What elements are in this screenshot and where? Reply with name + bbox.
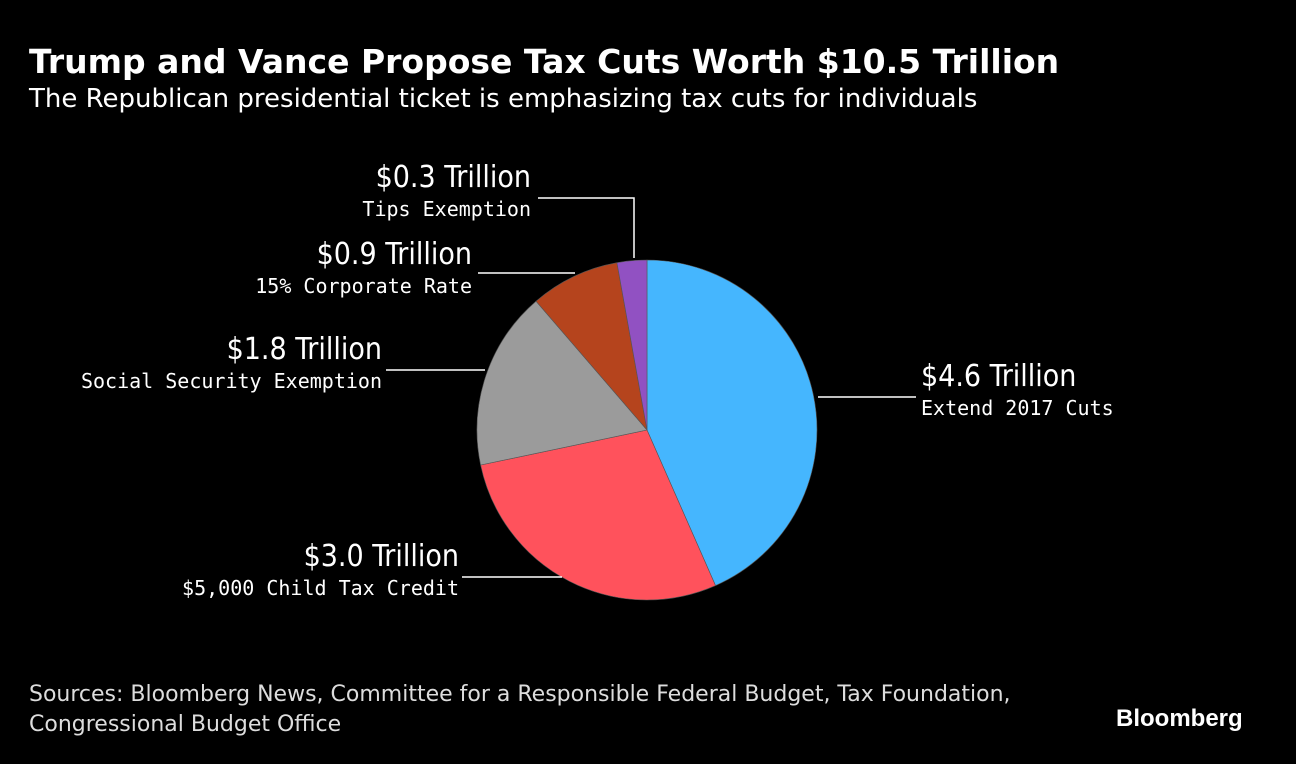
pie-slice-3 bbox=[535, 262, 648, 432]
slice-label-social-security: $1.8 Trillion Social Security Exemption bbox=[81, 332, 382, 393]
slice-label-2017-cuts: $4.6 Trillion Extend 2017 Cuts bbox=[921, 359, 1114, 420]
value-label: $0.9 Trillion bbox=[316, 237, 472, 272]
category-label: Social Security Exemption bbox=[80, 369, 382, 393]
value-label: $3.0 Trillion bbox=[303, 539, 459, 574]
leader-line-4 bbox=[538, 197, 635, 258]
source-note: Sources: Bloomberg News, Committee for a… bbox=[29, 682, 1011, 737]
pie-slice-4 bbox=[616, 259, 648, 431]
pie-slice-0 bbox=[646, 259, 818, 586]
pie-slice-1 bbox=[480, 429, 716, 601]
slice-label-tips: $0.3 Trillion Tips Exemption bbox=[362, 160, 531, 221]
category-label: $5,000 Child Tax Credit bbox=[182, 576, 459, 600]
category-label: Extend 2017 Cuts bbox=[921, 396, 1114, 420]
value-label: $4.6 Trillion bbox=[921, 359, 1077, 394]
category-label: Tips Exemption bbox=[362, 197, 531, 221]
slice-label-corporate: $0.9 Trillion 15% Corporate Rate bbox=[255, 237, 472, 298]
chart-subtitle: The Republican presidential ticket is em… bbox=[29, 84, 978, 114]
bloomberg-logo: Bloomberg bbox=[1116, 705, 1243, 732]
slice-label-child-credit: $3.0 Trillion $5,000 Child Tax Credit bbox=[182, 539, 459, 600]
category-label: 15% Corporate Rate bbox=[255, 274, 472, 298]
value-label: $1.8 Trillion bbox=[226, 332, 382, 367]
pie-slice-2 bbox=[476, 300, 648, 466]
value-label: $0.3 Trillion bbox=[375, 160, 531, 195]
chart-title: Trump and Vance Propose Tax Cuts Worth $… bbox=[29, 42, 1060, 81]
